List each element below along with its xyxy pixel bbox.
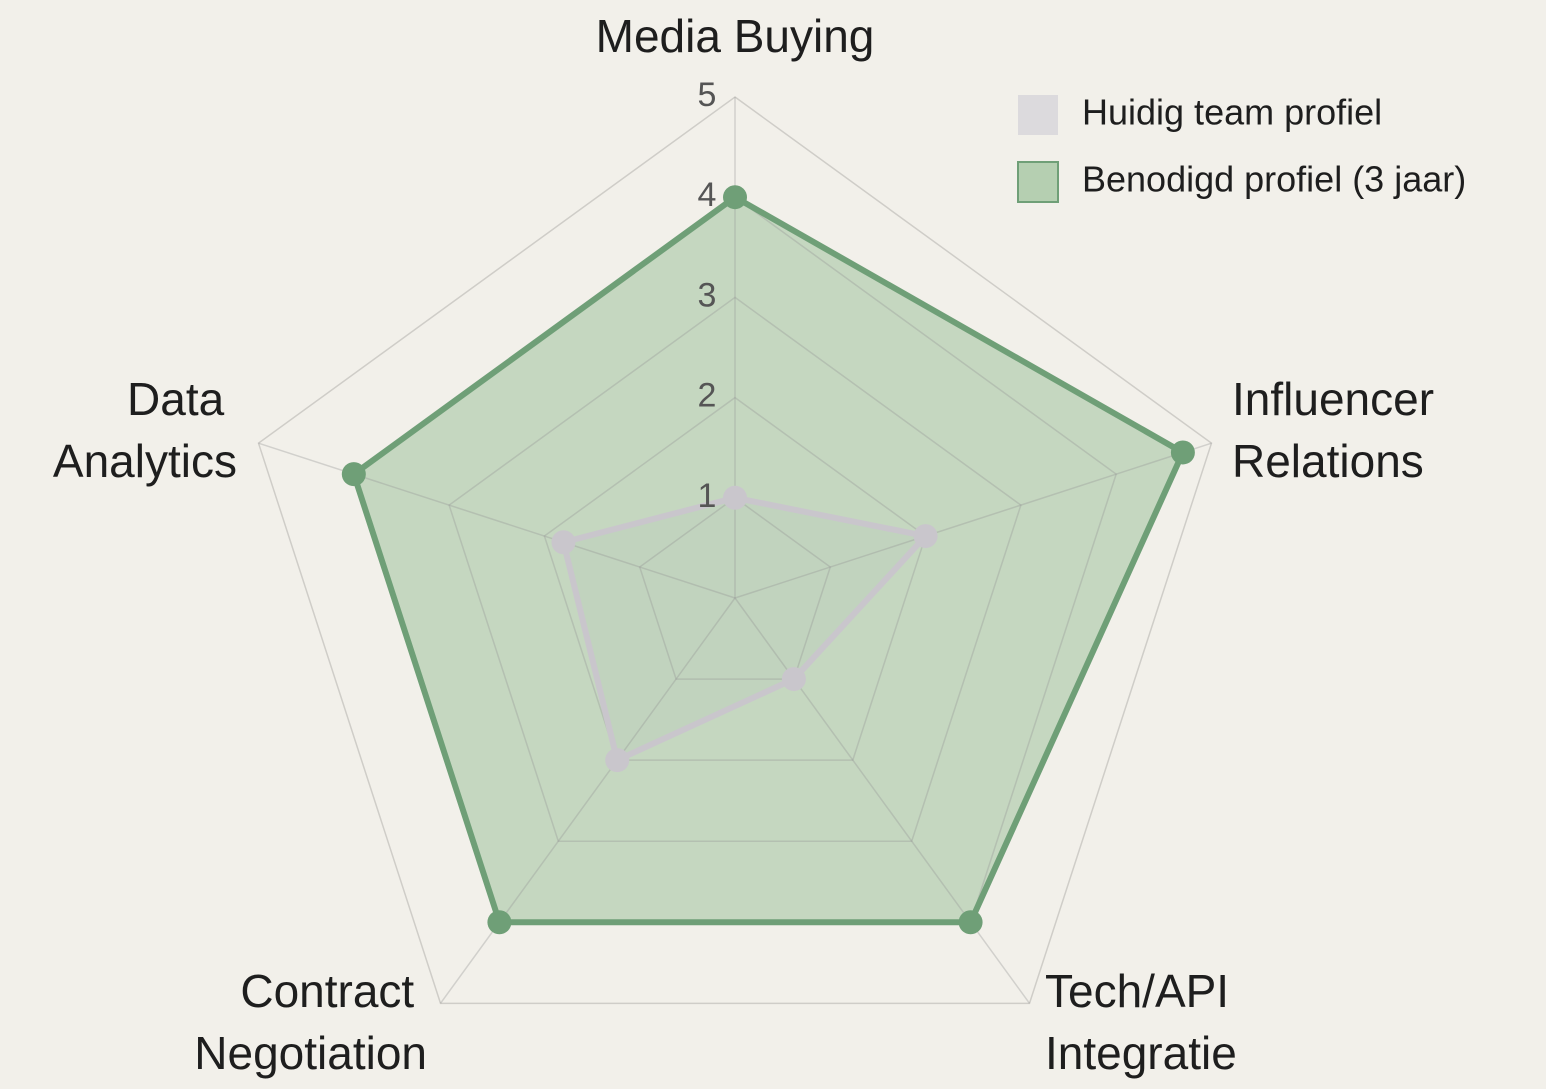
series-line xyxy=(560,494,929,764)
axis-line xyxy=(734,597,1031,1004)
r-tick-label: 5 xyxy=(698,76,717,114)
grid-line xyxy=(448,296,1022,842)
series-line xyxy=(350,194,1186,926)
legend-swatch xyxy=(1018,95,1058,135)
category-label: Media Buying xyxy=(596,10,875,62)
axis-line xyxy=(439,597,736,1004)
legend-label: Huidig team profiel xyxy=(1082,92,1382,133)
r-tick-label: 4 xyxy=(698,176,717,214)
data-point xyxy=(958,910,983,935)
series-area xyxy=(353,197,1183,923)
axis-line xyxy=(734,442,1212,599)
legend-swatch xyxy=(1017,161,1059,203)
axis-line xyxy=(258,442,736,599)
r-tick-label: 3 xyxy=(698,276,717,314)
grid-line xyxy=(257,96,1213,1005)
data-point xyxy=(781,667,806,692)
legend-label: Benodigd profiel (3 jaar) xyxy=(1082,159,1466,200)
data-point xyxy=(913,524,938,549)
grid-line xyxy=(543,396,927,761)
data-point xyxy=(723,485,747,510)
category-label: Data Analytics xyxy=(53,373,237,487)
data-point xyxy=(487,910,512,935)
data-point xyxy=(723,185,747,210)
data-point xyxy=(341,462,366,487)
r-tick-label: 2 xyxy=(698,377,717,415)
category-label: Tech/API Integratie xyxy=(1045,965,1242,1079)
grid-line xyxy=(638,496,832,680)
data-point xyxy=(551,530,576,555)
category-label: Influencer Relations xyxy=(1232,373,1447,487)
data-point xyxy=(605,748,630,773)
r-tick-label: 1 xyxy=(698,477,717,515)
data-point xyxy=(1170,440,1195,465)
category-label: Contract Negotiation xyxy=(194,965,427,1079)
